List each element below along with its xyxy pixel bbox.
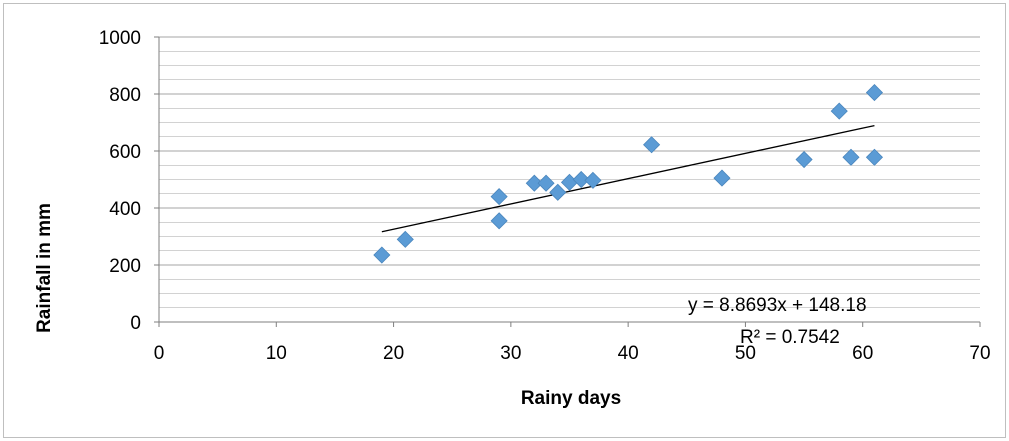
data-point [842,148,860,166]
data-point [572,170,590,189]
data-point [713,169,731,187]
data-point [490,188,508,206]
data-point [490,212,508,230]
y-tick-label: 0 [130,313,141,334]
data-point [560,173,579,191]
data-point [373,246,391,264]
y-tick-label: 400 [109,199,141,220]
axes [154,36,981,327]
x-tick-label: 10 [266,343,287,364]
data-point [643,136,661,154]
x-tick-label: 40 [618,343,639,364]
data-point [537,174,555,192]
x-tick-label: 20 [383,343,404,364]
x-tick-label: 30 [500,343,521,364]
data-point [865,84,884,102]
x-tick-label: 0 [154,343,165,364]
gridlines [159,36,980,309]
trendline-r-squared: R² = 0.7542 [740,327,840,348]
y-tick-label: 800 [109,85,141,106]
y-tick-label: 600 [109,142,141,163]
x-axis-title: Rainy days [521,388,621,409]
data-point [865,148,884,166]
data-point [795,150,813,169]
trendline-group [381,124,875,233]
y-tick-label: 1000 [99,28,141,49]
data-point [525,174,543,192]
tick-labels: 0 200 400 600 800 1000 0 10 20 30 40 50 60 70 [99,28,991,364]
y-axis-title: Rainfall in mm [34,203,55,333]
data-point [549,183,567,201]
x-tick-label: 60 [852,343,873,364]
y-tick-label: 200 [109,256,141,277]
data-point [584,171,602,189]
data-point [830,102,848,120]
trendline [381,124,875,233]
x-tick-label: 50 [735,343,756,364]
x-tick-label: 70 [969,343,990,364]
trendline-equation: y = 8.8693x + 148.18 [688,295,867,316]
data-points [373,84,884,264]
scatter-chart: 0 200 400 600 800 1000 0 10 20 30 40 50 60 70 Rainy d… [34,28,991,409]
data-point [396,230,414,248]
chart-frame: 0 200 400 600 800 1000 0 10 20 30 40 50 60 70 Rainy d… [3,3,1006,438]
